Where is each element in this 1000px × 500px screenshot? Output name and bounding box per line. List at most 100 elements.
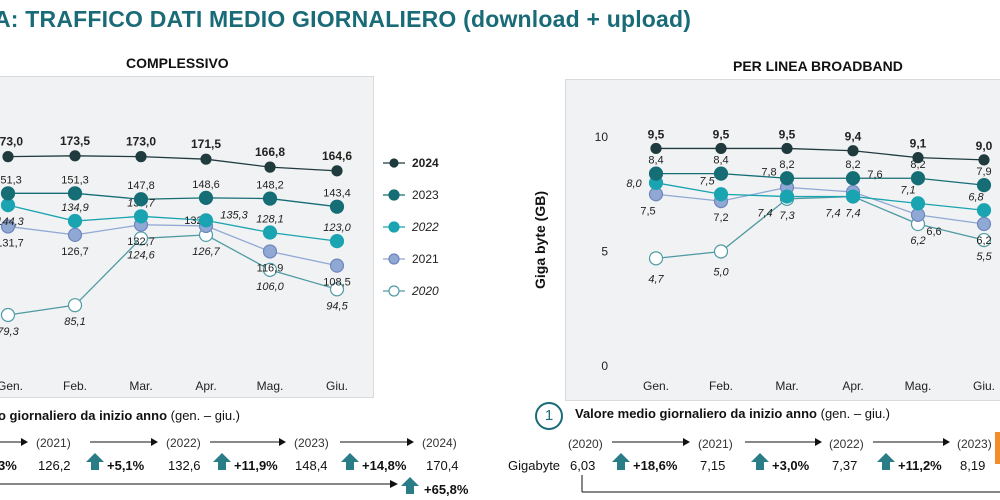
right-change-2023: +11,2% bbox=[898, 458, 942, 473]
orange-side-tab bbox=[995, 432, 1000, 464]
bb-data-point-2020-1 bbox=[713, 244, 729, 259]
left-value-2023: 148,4 bbox=[295, 458, 328, 473]
x-tick-2: Mar. bbox=[129, 379, 152, 393]
bb-data-label-2023-1: 8,4 bbox=[713, 155, 728, 167]
bb-data-point-2022-1 bbox=[713, 187, 729, 202]
bb-x-tick-0: Gen. bbox=[643, 379, 669, 393]
left-year-2021: (2021) bbox=[36, 436, 71, 450]
series-line-2024 bbox=[7, 155, 338, 172]
data-point-2022-2 bbox=[133, 209, 149, 224]
legend-label-2021: 2021 bbox=[412, 252, 439, 266]
left-change-first: 3% bbox=[0, 458, 17, 473]
data-label-2023-1: 151,3 bbox=[61, 174, 89, 186]
left-change-2022: +5,1% bbox=[107, 458, 145, 473]
data-point-2024-3 bbox=[200, 153, 212, 165]
bb-x-tick-5: Giu. bbox=[973, 379, 995, 393]
left-average-label: o giornaliero da inizio anno (gen. – giu… bbox=[0, 408, 240, 423]
bb-data-point-2020-5 bbox=[976, 232, 992, 248]
right-value-2021: 7,15 bbox=[700, 458, 726, 473]
right-average-label-period: (gen. – giu.) bbox=[820, 406, 890, 421]
bb-data-point-2022-3 bbox=[845, 189, 861, 204]
series-line-2023 bbox=[8, 192, 338, 208]
right-arrow-2-head bbox=[815, 438, 822, 446]
legend-marker-2022 bbox=[388, 221, 400, 233]
right-year-2021: (2021) bbox=[698, 437, 733, 451]
legend-label-2022: 2022 bbox=[411, 220, 439, 234]
data-label-2023-4: 148,2 bbox=[256, 180, 284, 192]
left-up-arrow-2 bbox=[213, 453, 231, 470]
data-label-2023-5: 143,4 bbox=[323, 188, 351, 200]
bb-data-label-2024-3: 9,4 bbox=[845, 130, 862, 144]
data-point-2023-4 bbox=[262, 191, 278, 206]
data-point-2020-1 bbox=[67, 298, 83, 313]
bb-data-label-2021-4: 6,6 bbox=[926, 226, 941, 238]
left-chart-subtitle: COMPLESSIVO bbox=[126, 55, 229, 71]
data-label-2024-1: 173,5 bbox=[60, 134, 90, 148]
x-tick-1: Feb. bbox=[63, 379, 87, 393]
bb-data-label-2021-1: 7,2 bbox=[713, 212, 728, 224]
data-label-2020-1: 85,1 bbox=[64, 316, 85, 328]
data-label-2024-4: 166,8 bbox=[255, 145, 285, 159]
right-up-arrow-3 bbox=[877, 453, 895, 470]
data-label-2021-5: 108,5 bbox=[323, 277, 351, 289]
legend-marker-2024 bbox=[389, 158, 399, 168]
bb-data-label-2024-4: 9,1 bbox=[910, 137, 927, 151]
bb-data-point-2023-1 bbox=[713, 166, 729, 181]
left-average-label-period: (gen. – giu.) bbox=[170, 408, 241, 423]
right-value-2022: 7,37 bbox=[832, 458, 858, 473]
right-arrow-3-head bbox=[943, 438, 950, 446]
x-tick-5: Giu. bbox=[326, 379, 348, 393]
bb-data-label-2020-2: 7,3 bbox=[779, 210, 795, 222]
data-label-2021-0: 131,7 bbox=[0, 237, 24, 249]
y-axis-label: Giga byte (GB) bbox=[532, 191, 548, 289]
bb-data-label-2022-1: 7,5 bbox=[699, 175, 715, 187]
left-total-arrow-head bbox=[390, 480, 398, 488]
left-year-2024: (2024) bbox=[422, 436, 457, 450]
data-label-2020-4: 106,0 bbox=[256, 281, 284, 293]
right-chart-panel bbox=[565, 79, 1000, 401]
legend-marker-2023 bbox=[388, 189, 400, 201]
bb-data-label-2024-5: 9,0 bbox=[976, 139, 993, 153]
y-tick-2: 10 bbox=[595, 130, 609, 144]
x-tick-0: Gen. bbox=[0, 379, 23, 393]
bb-data-label-2020-1: 5,0 bbox=[713, 267, 729, 279]
bb-x-tick-2: Mar. bbox=[775, 379, 798, 393]
bb-series-line-2020 bbox=[655, 195, 985, 260]
data-point-2021-0 bbox=[0, 219, 16, 234]
bb-data-point-2022-5 bbox=[976, 203, 992, 218]
bb-data-point-2021-5 bbox=[976, 216, 992, 232]
right-year-2023: (2023) bbox=[957, 437, 992, 451]
bb-data-point-2023-2 bbox=[779, 171, 795, 186]
series-line-2022 bbox=[7, 204, 338, 242]
bb-data-point-2020-0 bbox=[648, 251, 664, 266]
series-line-2021 bbox=[7, 224, 338, 267]
bb-data-label-2021-0: 7,5 bbox=[640, 205, 655, 217]
data-point-2022-4 bbox=[262, 225, 278, 240]
data-label-2024-0: 173,0 bbox=[0, 135, 23, 149]
bb-data-point-2022-2 bbox=[779, 189, 795, 204]
legend-marker-2021 bbox=[388, 253, 400, 265]
right-up-arrow-2 bbox=[751, 453, 769, 470]
data-point-2020-0 bbox=[0, 307, 16, 323]
data-point-2020-2 bbox=[133, 231, 149, 246]
data-label-2020-3: 126,7 bbox=[192, 246, 220, 258]
data-point-2022-5 bbox=[329, 234, 345, 249]
bb-x-tick-1: Feb. bbox=[709, 379, 733, 393]
bb-data-point-2023-0 bbox=[648, 166, 664, 181]
data-point-2021-5 bbox=[329, 258, 345, 273]
data-label-2022-3: 135,3 bbox=[220, 209, 248, 221]
x-tick-4: Mag. bbox=[257, 379, 284, 393]
bb-data-label-2024-0: 9,5 bbox=[648, 127, 665, 141]
bb-data-label-2023-5: 7,9 bbox=[976, 166, 991, 178]
bb-data-label-2023-0: 8,4 bbox=[648, 155, 663, 167]
data-label-2022-4: 128,1 bbox=[256, 214, 284, 226]
data-label-2021-2: 132,7 bbox=[127, 236, 155, 248]
bb-data-label-2023-2: 8,2 bbox=[779, 159, 794, 171]
bb-data-label-2022-0: 8,0 bbox=[626, 178, 642, 190]
data-label-2021-4: 116,9 bbox=[257, 262, 284, 274]
data-point-2021-4 bbox=[262, 244, 278, 259]
bb-series-line-2024 bbox=[656, 147, 985, 161]
bb-data-label-2021-2: 7,8 bbox=[761, 166, 776, 178]
legend-marker-2020 bbox=[388, 285, 400, 297]
bb-data-point-2023-3 bbox=[845, 171, 861, 186]
